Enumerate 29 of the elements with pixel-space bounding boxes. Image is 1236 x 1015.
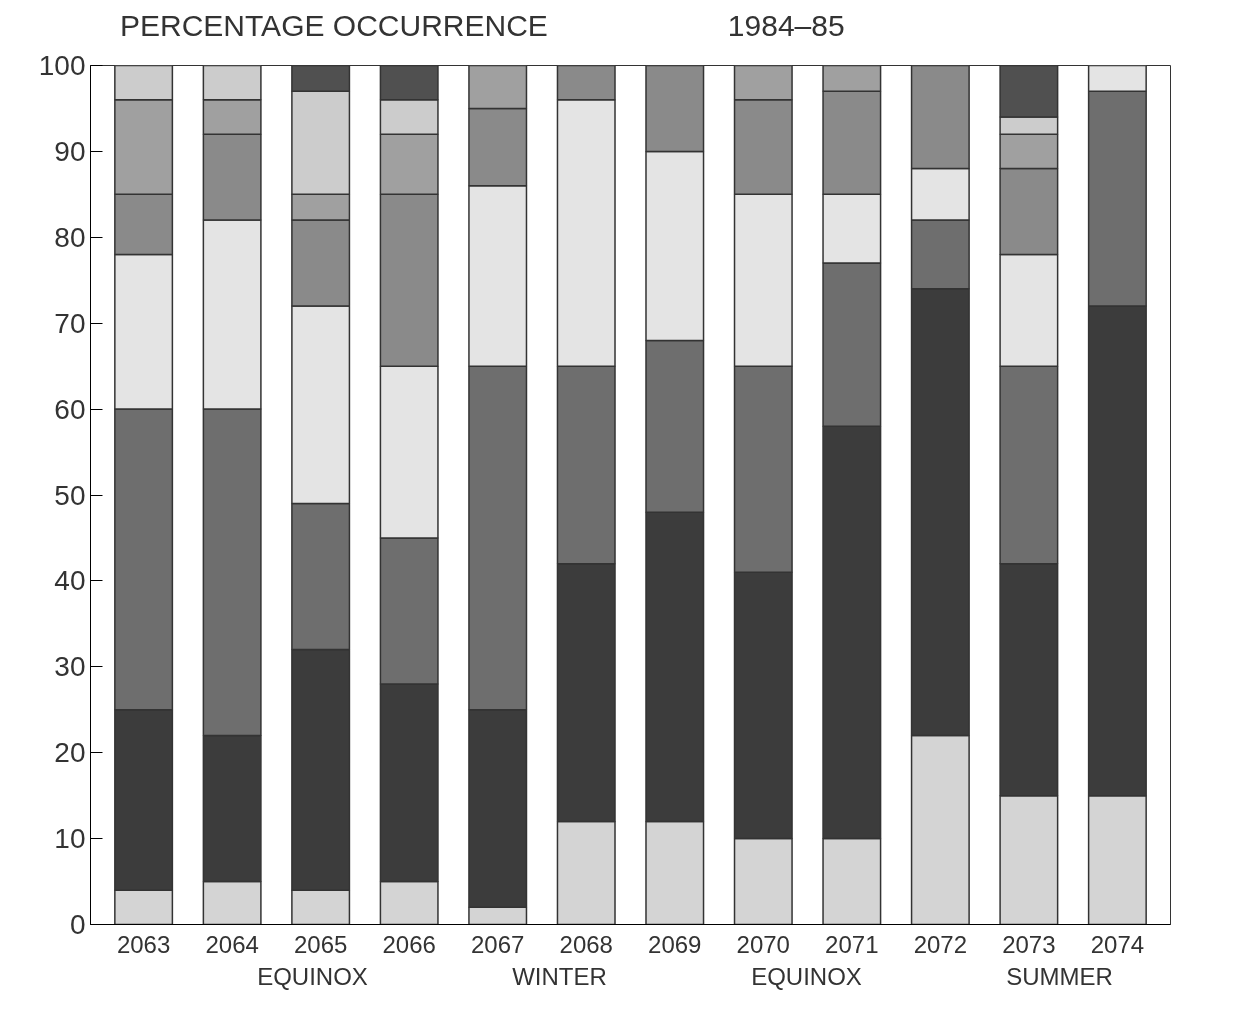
x-tick-label: 2074 [1090,930,1145,958]
chart-subtitle: 1984–85 [727,8,845,44]
x-tick-label: 2069 [648,930,702,958]
x-tick-label: 2068 [559,930,613,958]
text: SUMMER [1006,962,1113,992]
y-tick-label: 90 [54,135,86,167]
y-tick-label: 20 [54,737,86,769]
x-tick-label: 2070 [736,930,790,958]
x-tick-label: 2063 [116,930,171,958]
y-tick-label: 50 [54,479,86,511]
text: EQUINOX [751,962,862,992]
y-tick-label: 10 [54,823,86,855]
y-tick-label: 40 [54,565,86,597]
y-tick-label: 100 [38,50,86,81]
x-tick-label: 2073 [1002,930,1056,958]
text: WINTER [512,962,607,992]
y-tick-label: 60 [54,393,86,425]
y-tick-label: 0 [69,909,86,940]
x-tick-label: 2067 [471,930,525,958]
y-tick-label: 70 [54,307,86,339]
x-tick-label: 2066 [382,930,436,958]
x-tick-label: 2072 [913,930,968,958]
x-tick-label: 2071 [825,930,879,958]
text: EQUINOX [257,962,368,992]
x-tick-label: 2064 [205,930,259,958]
x-tick-label: 2065 [293,930,348,958]
y-tick-label: 30 [54,651,86,683]
chart-title: PERCENTAGE OCCURRENCE [120,8,548,44]
y-tick-label: 80 [54,221,86,253]
